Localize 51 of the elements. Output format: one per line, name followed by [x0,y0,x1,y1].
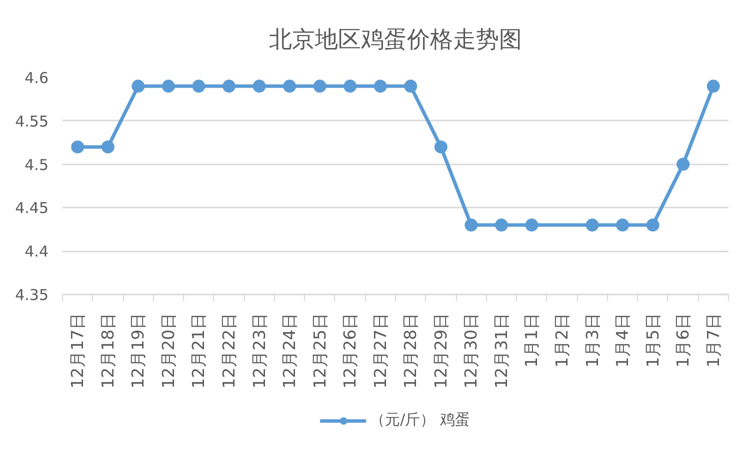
point [434,140,448,154]
point [192,80,206,93]
point [283,80,296,93]
point [464,218,478,232]
point [101,140,114,154]
x-tick-label: 12月19日 [128,312,148,388]
point [525,218,538,232]
x-tick-label: 12月27日 [370,312,390,388]
point [313,80,326,93]
x-tick-label: 12月31日 [492,312,511,388]
point [646,218,660,232]
x-tick-label: 1月3日 [582,312,602,368]
point [344,80,357,93]
point [162,80,175,93]
y-tick-label: 4.45 [15,199,49,218]
point [616,218,630,232]
x-tick-label: 1月1日 [522,312,542,368]
x-tick-label: 12月20日 [158,312,178,388]
x-tick-label: 12月29日 [431,312,450,388]
x-tick-label: 12月30日 [462,312,481,388]
point [374,80,387,93]
x-tick-label: 1月2日 [552,312,572,368]
x-tick-label: 1月7日 [704,312,723,368]
point [404,80,418,93]
point [706,80,720,93]
x-tick-label: 1月6日 [674,312,693,368]
point [132,80,145,93]
chart-title: 北京地区鸡蛋价格走势图 [269,27,522,53]
y-tick-label: 4.35 [15,286,49,304]
y-tick-label: 4.5 [24,156,49,174]
x-tick-label: 1月4日 [613,312,632,368]
point [494,218,508,232]
x-tick-label: 12月17日 [68,312,88,388]
x-tick-label: 12月22日 [220,312,238,388]
x-tick-label: 12月21日 [189,312,208,388]
point [71,140,84,154]
x-tick-label: 1月5日 [643,312,662,368]
x-tick-label: 12月18日 [98,312,118,388]
x-tick-label: 12月28日 [401,312,420,388]
point [222,80,236,93]
y-tick-label: 4.4 [24,242,49,261]
point [676,158,690,171]
legend-label: （元/斤） 鸡蛋 [370,410,470,430]
y-tick-label: 4.6 [24,69,49,87]
point [586,218,599,232]
point [252,80,266,93]
x-tick-label: 12月25日 [310,312,330,388]
y-tick-label: 4.55 [15,112,49,130]
x-tick-label: 12月23日 [250,312,269,388]
x-tick-label: 12月24日 [280,312,300,388]
x-tick-label: 12月26日 [340,312,360,388]
